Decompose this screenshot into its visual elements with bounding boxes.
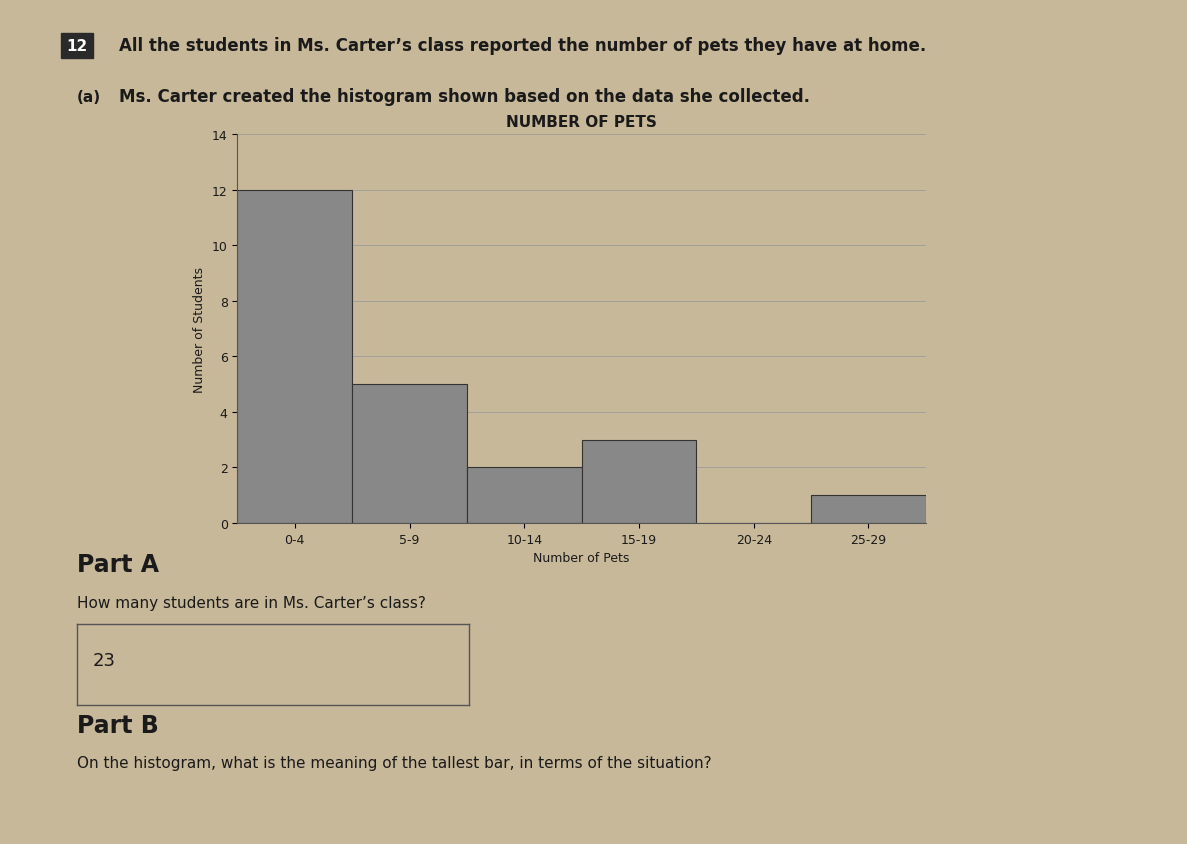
Text: On the histogram, what is the meaning of the tallest bar, in terms of the situat: On the histogram, what is the meaning of… bbox=[77, 755, 712, 771]
Text: Part B: Part B bbox=[77, 713, 159, 737]
Bar bbox=[237, 191, 353, 523]
Title: NUMBER OF PETS: NUMBER OF PETS bbox=[506, 115, 658, 130]
Text: All the students in Ms. Carter’s class reported the number of pets they have at : All the students in Ms. Carter’s class r… bbox=[119, 37, 926, 56]
Bar bbox=[466, 468, 582, 523]
Text: 23: 23 bbox=[93, 652, 116, 669]
Bar bbox=[582, 440, 697, 523]
X-axis label: Number of Pets: Number of Pets bbox=[533, 551, 630, 565]
Bar bbox=[811, 495, 926, 523]
Text: Part A: Part A bbox=[77, 553, 159, 576]
Text: How many students are in Ms. Carter’s class?: How many students are in Ms. Carter’s cl… bbox=[77, 595, 426, 610]
Text: Ms. Carter created the histogram shown based on the data she collected.: Ms. Carter created the histogram shown b… bbox=[119, 88, 810, 106]
Text: 12: 12 bbox=[66, 39, 88, 54]
Text: (a): (a) bbox=[77, 89, 101, 105]
Y-axis label: Number of Students: Number of Students bbox=[193, 266, 207, 392]
Bar bbox=[353, 385, 466, 523]
